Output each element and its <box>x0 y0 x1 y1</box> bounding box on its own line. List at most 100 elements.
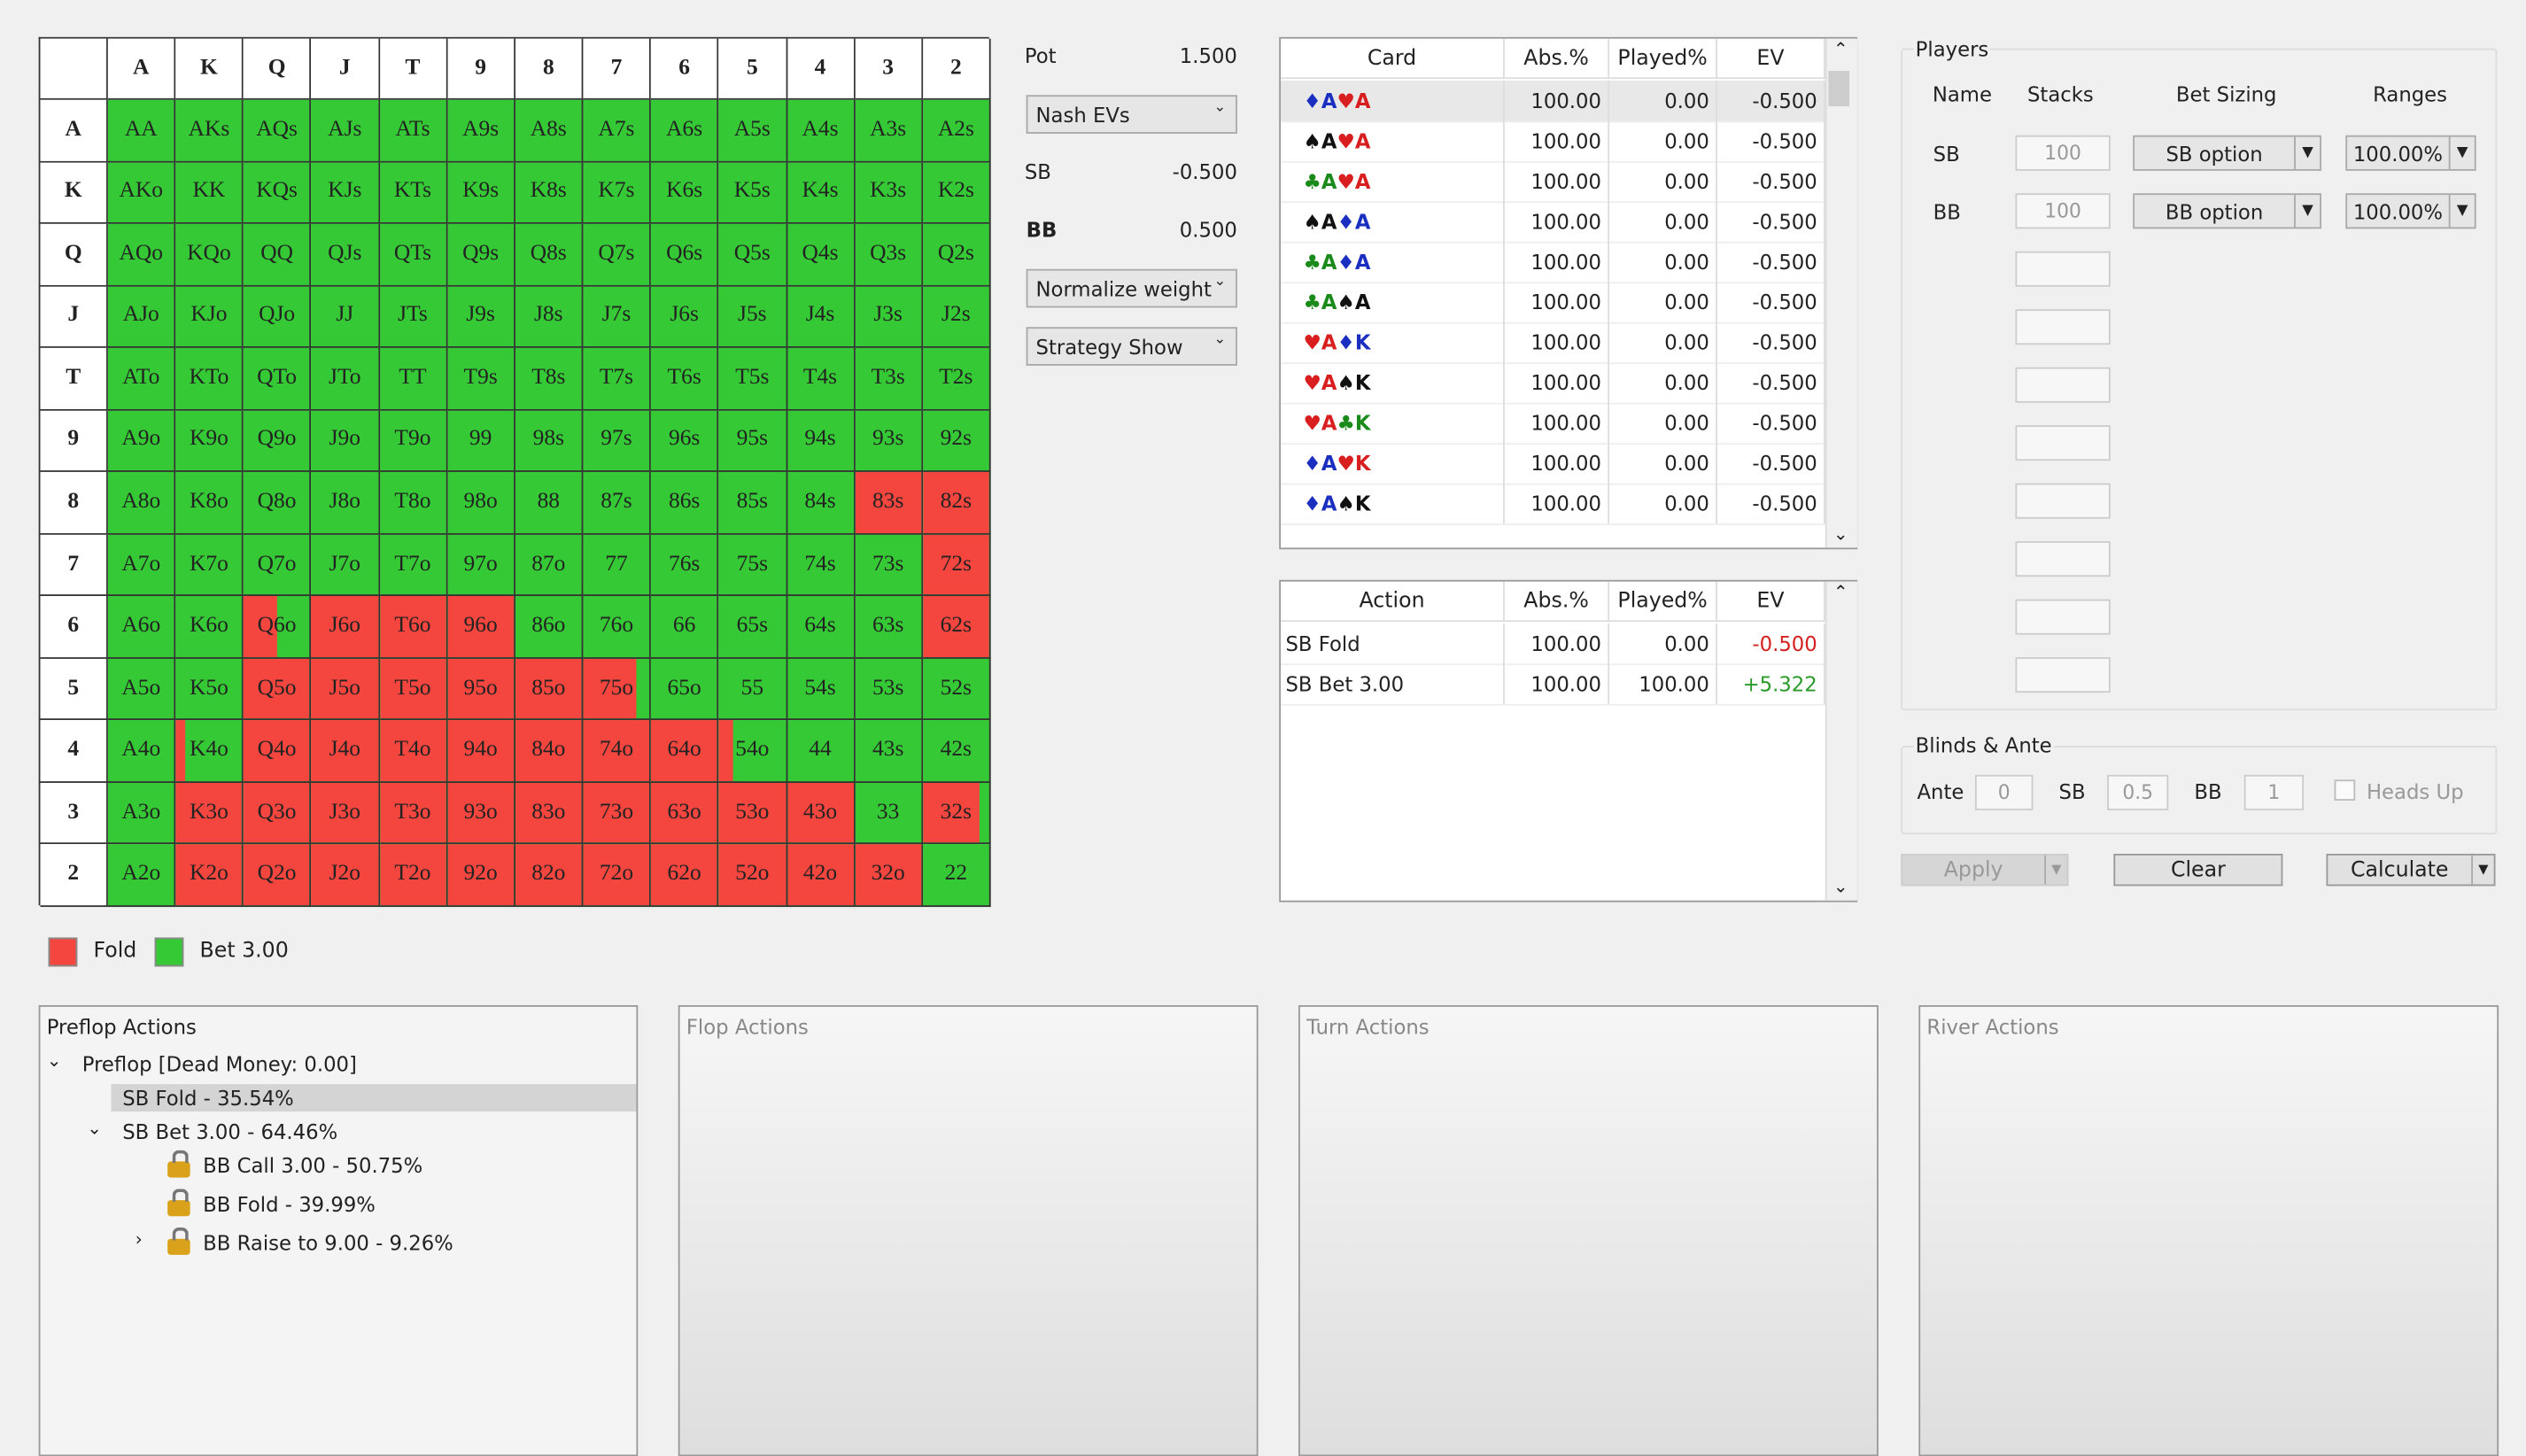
hand-cell[interactable]: T8o <box>379 472 448 535</box>
hand-cell[interactable]: T3s <box>855 348 923 411</box>
hand-cell[interactable]: K6o <box>175 596 244 659</box>
hand-cell[interactable]: K2o <box>175 844 244 908</box>
stack-input[interactable] <box>2015 425 2111 461</box>
hand-cell[interactable]: T2s <box>922 348 991 411</box>
hand-cell[interactable]: J4s <box>786 286 856 349</box>
column-header[interactable]: EV <box>1716 38 1825 80</box>
hand-cell[interactable]: J3s <box>855 286 923 349</box>
hand-cell[interactable]: 53s <box>855 658 923 721</box>
hand-cell[interactable]: 32o <box>855 844 923 908</box>
button[interactable]: Calculate ▼ <box>2326 854 2496 887</box>
card-row[interactable]: ♥ A ♦ K 100.00 0.00 -0.500 <box>1281 321 1825 365</box>
hand-cell[interactable]: 43s <box>855 720 923 783</box>
range-dropdown[interactable]: 100.00% ▼ <box>2345 135 2476 171</box>
hand-cell[interactable]: 44 <box>786 720 856 783</box>
hand-cell[interactable]: J7s <box>583 286 652 349</box>
heads-up-checkbox[interactable] <box>2334 779 2356 801</box>
hand-cell[interactable]: 52s <box>922 658 991 721</box>
hand-cell[interactable]: 86o <box>515 596 584 659</box>
hand-cell[interactable]: T5o <box>379 658 448 721</box>
hand-cell[interactable]: K7o <box>175 534 244 597</box>
tree-node[interactable]: BB Call 3.00 - 50.75% <box>203 1153 423 1178</box>
hand-cell[interactable]: A8o <box>107 472 176 535</box>
column-header[interactable]: Abs.% <box>1504 581 1610 623</box>
hand-cell[interactable]: 54o <box>718 720 787 783</box>
hand-cell[interactable]: 87o <box>515 534 584 597</box>
hand-cell[interactable]: J9s <box>447 286 515 349</box>
hand-cell[interactable]: ATo <box>107 348 176 411</box>
hand-cell[interactable]: JJ <box>311 286 380 349</box>
action-row[interactable]: SB Bet 3.00 100.00 100.00 +5.322 <box>1281 663 1825 706</box>
hand-cell[interactable]: 75o <box>583 658 652 721</box>
hand-cell[interactable]: 82o <box>515 844 584 908</box>
tree-node[interactable]: BB Raise to 9.00 - 9.26% <box>203 1230 453 1255</box>
hand-cell[interactable]: JTo <box>311 348 380 411</box>
hand-cell[interactable]: AJs <box>311 99 380 162</box>
hand-cell[interactable]: 65o <box>651 658 719 721</box>
hand-cell[interactable]: 96s <box>651 410 719 473</box>
hand-cell[interactable]: 42o <box>786 844 856 908</box>
stack-input[interactable] <box>2015 309 2111 345</box>
hand-cell[interactable]: KQo <box>175 223 244 287</box>
hand-cell[interactable]: K3s <box>855 161 923 224</box>
hand-cell[interactable]: 77 <box>583 534 652 597</box>
hand-cell[interactable]: 52o <box>718 844 787 908</box>
hand-cell[interactable]: A7o <box>107 534 176 597</box>
hand-cell[interactable]: 66 <box>651 596 719 659</box>
tree-expander[interactable]: ⌄ <box>87 1118 102 1139</box>
hand-cell[interactable]: T7o <box>379 534 448 597</box>
tree-node[interactable]: Preflop [Dead Money: 0.00] <box>81 1051 357 1077</box>
hand-cell[interactable]: 64s <box>786 596 856 659</box>
hand-cell[interactable]: Q2o <box>244 844 312 908</box>
hand-cell[interactable]: 43o <box>786 782 856 845</box>
hand-cell[interactable]: 85s <box>718 472 787 535</box>
hand-cell[interactable]: A3o <box>107 782 176 845</box>
hand-cell[interactable]: 85o <box>515 658 584 721</box>
card-row[interactable]: ♦ A ♠ K 100.00 0.00 -0.500 <box>1281 483 1825 525</box>
hand-cell[interactable]: K4o <box>175 720 244 783</box>
hand-cell[interactable]: 22 <box>922 844 991 908</box>
hand-cell[interactable]: A6o <box>107 596 176 659</box>
hand-cell[interactable]: 74o <box>583 720 652 783</box>
hand-cell[interactable]: A4o <box>107 720 176 783</box>
hand-cell[interactable]: 62o <box>651 844 719 908</box>
hand-cell[interactable]: 94s <box>786 410 856 473</box>
tree-node[interactable]: BB Fold - 39.99% <box>203 1191 376 1217</box>
hand-cell[interactable]: T9o <box>379 410 448 473</box>
hand-cell[interactable]: 94o <box>447 720 515 783</box>
range-dropdown[interactable]: 100.00% ▼ <box>2345 193 2476 229</box>
strategy-dropdown[interactable]: Strategy Show ⌄ <box>1026 327 1237 366</box>
weight-dropdown[interactable]: Normalize weight ⌄ <box>1026 268 1237 308</box>
hand-cell[interactable]: 84o <box>515 720 584 783</box>
hand-cell[interactable]: 92s <box>922 410 991 473</box>
ev-mode-dropdown[interactable]: Nash EVs ⌄ <box>1026 95 1237 134</box>
card-row[interactable]: ♦ A ♥ K 100.00 0.00 -0.500 <box>1281 443 1825 485</box>
card-row[interactable]: ♣ A ♥ A 100.00 0.00 -0.500 <box>1281 160 1825 204</box>
hand-cell[interactable]: K5o <box>175 658 244 721</box>
hand-cell[interactable]: Q7s <box>583 223 652 287</box>
hand-cell[interactable]: 87s <box>583 472 652 535</box>
hand-cell[interactable]: KK <box>175 161 244 224</box>
card-row[interactable]: ♣ A ♦ A 100.00 0.00 -0.500 <box>1281 241 1825 284</box>
hand-cell[interactable]: T4o <box>379 720 448 783</box>
hand-cell[interactable]: A5o <box>107 658 176 721</box>
button-dropdown[interactable]: ▼ <box>2471 855 2493 885</box>
column-header[interactable]: Abs.% <box>1504 38 1610 80</box>
hand-cell[interactable]: 42s <box>922 720 991 783</box>
hand-cell[interactable]: KTo <box>175 348 244 411</box>
stack-input[interactable] <box>2015 251 2111 287</box>
card-row[interactable]: ♥ A ♠ K 100.00 0.00 -0.500 <box>1281 362 1825 405</box>
hand-cell[interactable]: T2o <box>379 844 448 908</box>
tree-expander[interactable]: ⌄ <box>46 1049 62 1072</box>
hand-cell[interactable]: 72o <box>583 844 652 908</box>
hand-cell[interactable]: 98s <box>515 410 584 473</box>
hand-cell[interactable]: AQo <box>107 223 176 287</box>
button-dropdown[interactable]: ▼ <box>2044 855 2066 885</box>
hand-cell[interactable]: A9o <box>107 410 176 473</box>
hand-cell[interactable]: 96o <box>447 596 515 659</box>
hand-cell[interactable]: K8s <box>515 161 584 224</box>
hand-cell[interactable]: 64o <box>651 720 719 783</box>
hand-cell[interactable]: Q7o <box>244 534 312 597</box>
hand-cell[interactable]: T9s <box>447 348 515 411</box>
card-row[interactable]: ♠ A ♥ A 100.00 0.00 -0.500 <box>1281 120 1825 163</box>
